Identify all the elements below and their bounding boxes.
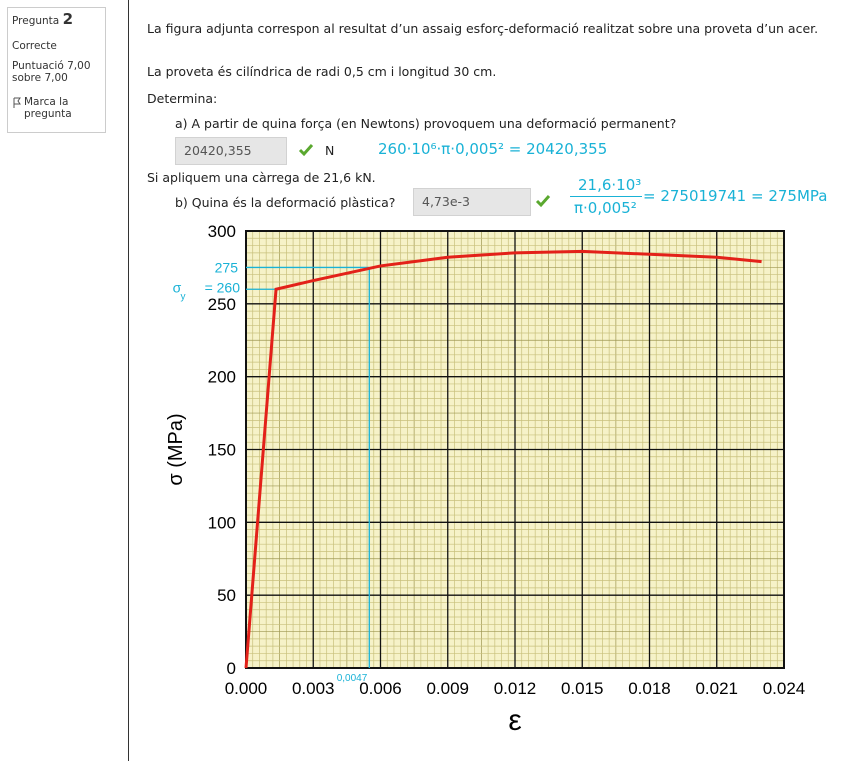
check-icon (298, 144, 314, 157)
y-tick-label: 250 (208, 295, 236, 314)
x-tick-label: 0.015 (561, 679, 604, 698)
label: Pregunta (12, 15, 60, 27)
x-tick-label: 0.009 (426, 679, 469, 698)
answer-input[interactable]: 20420,355 (175, 137, 287, 165)
flag-icon[interactable] (12, 97, 22, 109)
plot-frame (245, 230, 785, 669)
x-tick-label: 0.006 (359, 679, 402, 698)
x-tick-label: 0.018 (628, 679, 671, 698)
check-icon (535, 195, 551, 208)
formula-denominator: π·0,005² (574, 199, 637, 217)
part-a: a) A partir de quina força (en Newtons) … (175, 116, 677, 131)
content-border (128, 0, 129, 761)
flag-link[interactable]: Marca la pregunta (24, 96, 72, 120)
y-tick-label: 50 (217, 586, 236, 605)
fraction-bar (570, 196, 642, 197)
part-b: b) Quina és la deformació plàstica? (175, 195, 396, 210)
formula-result: = 275019741 = 275MPa (643, 187, 828, 205)
x-tick-label: 0.000 (225, 679, 268, 698)
y-tick-label: 200 (208, 368, 236, 387)
question-number: Pregunta 2 (12, 10, 73, 28)
annotation: = 260 (205, 279, 241, 295)
load-line: Si apliquem una càrrega de 21,6 kN. (147, 170, 376, 185)
x-tick-label: 0.024 (763, 679, 806, 698)
number: 2 (62, 10, 74, 28)
state: Correcte (12, 40, 57, 52)
data-line (244, 249, 762, 669)
annotation: 0,0047 (337, 673, 368, 684)
data-line: La proveta és cilíndrica de radi 0,5 cm … (147, 64, 497, 79)
y-tick-label: 100 (208, 513, 236, 532)
answer-input[interactable]: 4,73e-3 (413, 188, 531, 216)
y-axis-title: σ (MPa) (165, 413, 187, 485)
sidebar (7, 7, 106, 133)
prompt: Determina: (147, 91, 218, 106)
unit: N (325, 143, 335, 158)
x-tick-label: 0.012 (494, 679, 537, 698)
annotation: σ (173, 279, 182, 295)
formula-numerator: 21,6·10³ (578, 176, 642, 194)
x-tick-label: 0.021 (695, 679, 738, 698)
chart: 0 50 100 150 200 250 300 0.000 0.003 0.006 0.009 0.… (165, 222, 806, 737)
x-axis-title: ε (508, 704, 521, 737)
grade: Puntuació 7,00 sobre 7,00 (12, 60, 91, 84)
formula: 260·10⁶·π·0,005² = 20420,355 (378, 140, 608, 158)
annotation: 275 (215, 259, 239, 275)
annotation: y (181, 291, 186, 302)
y-tick-label: 150 (208, 441, 236, 460)
y-tick-label: 0 (227, 659, 236, 678)
intro: La figura adjunta correspon al resultat … (147, 21, 819, 36)
y-tick-label: 300 (208, 222, 236, 241)
x-tick-label: 0.003 (292, 679, 335, 698)
